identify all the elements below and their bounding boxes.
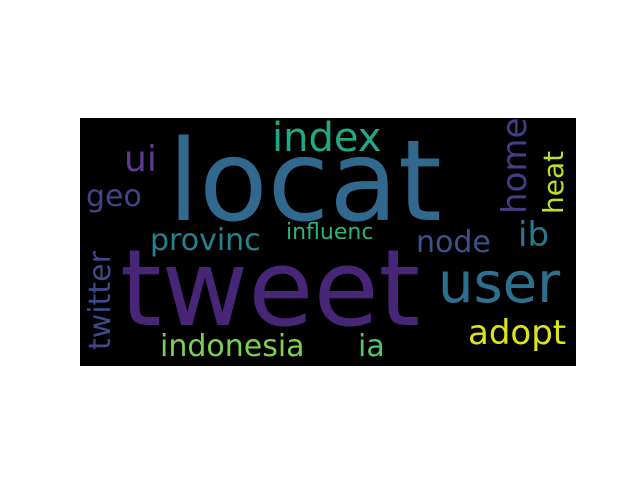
word-ui: ui	[124, 139, 157, 180]
word-heat: heat	[537, 150, 570, 214]
word-ia: ia	[358, 329, 385, 364]
word-indonesia: indonesia	[160, 329, 305, 364]
word-index: index	[272, 118, 382, 161]
word-node: node	[416, 225, 491, 260]
word-influenc: influenc	[286, 220, 374, 245]
word-home: home	[495, 118, 535, 214]
word-ib: ib	[518, 215, 550, 255]
word-provinc: provinc	[150, 223, 261, 258]
word-user: user	[438, 251, 561, 316]
word-geo: geo	[86, 179, 142, 214]
word-cloud-canvas: locat tweet user index ui home heat ib g…	[80, 118, 576, 366]
word-twitter: twitter	[83, 251, 118, 350]
word-locat: locat	[168, 118, 442, 247]
word-tweet: tweet	[120, 227, 421, 350]
word-adopt: adopt	[468, 313, 567, 353]
